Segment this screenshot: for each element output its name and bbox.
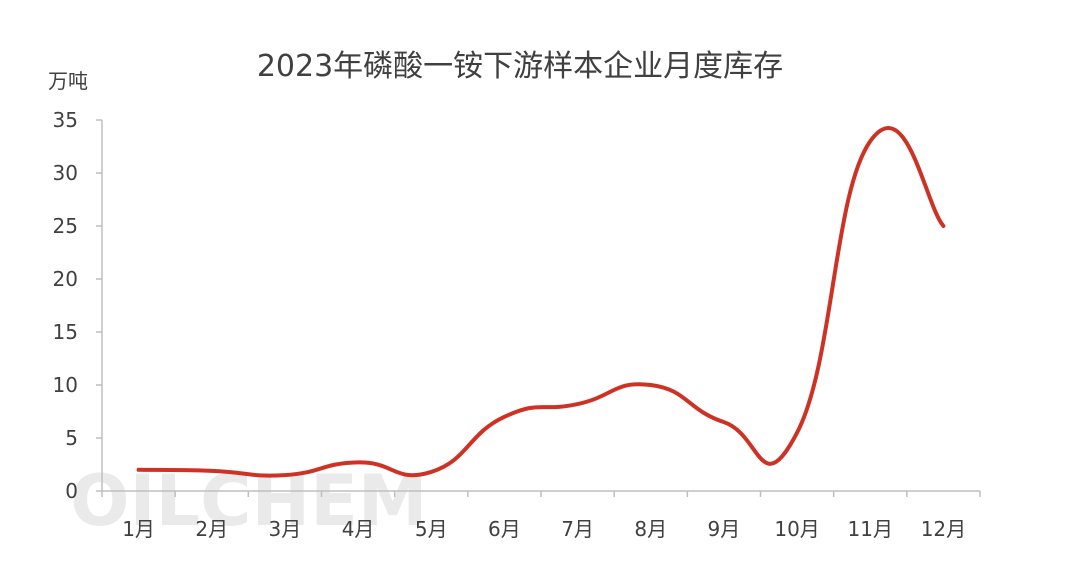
x-tick-label: 11月 [848,517,893,541]
x-tick-label: 3月 [269,517,302,541]
x-tick-label: 9月 [708,517,741,541]
series-layer [136,126,946,478]
x-axis-labels: 1月 2月 3月 4月 5月 6月 7月 8月 9月 10月 11月 12月 [122,517,966,541]
y-tick-label: 35 [53,108,78,132]
y-tick-label: 15 [53,320,78,344]
x-tick-label: 6月 [488,517,521,541]
axes [96,119,981,497]
y-tick-label: 30 [53,161,78,185]
y-tick-label: 5 [65,426,78,450]
x-tick-label: 4月 [342,517,375,541]
y-axis-labels: 0 5 10 15 20 25 30 35 [53,108,78,503]
y-tick-label: 25 [53,214,78,238]
x-tick-label: 7月 [561,517,594,541]
x-tick-label: 10月 [774,517,819,541]
chart-title: 2023年磷酸一铵下游样本企业月度库存 [257,49,783,84]
x-tick-label: 8月 [634,517,667,541]
x-tick-label: 1月 [122,517,155,541]
y-tick-label: 0 [65,479,78,503]
y-tick-label: 20 [53,267,78,291]
y-axis-unit: 万吨 [48,69,88,93]
x-tick-label: 12月 [921,517,966,541]
y-tick-label: 10 [53,373,78,397]
series-line [136,126,946,478]
x-tick-label: 2月 [195,517,228,541]
x-tick-label: 5月 [415,517,448,541]
